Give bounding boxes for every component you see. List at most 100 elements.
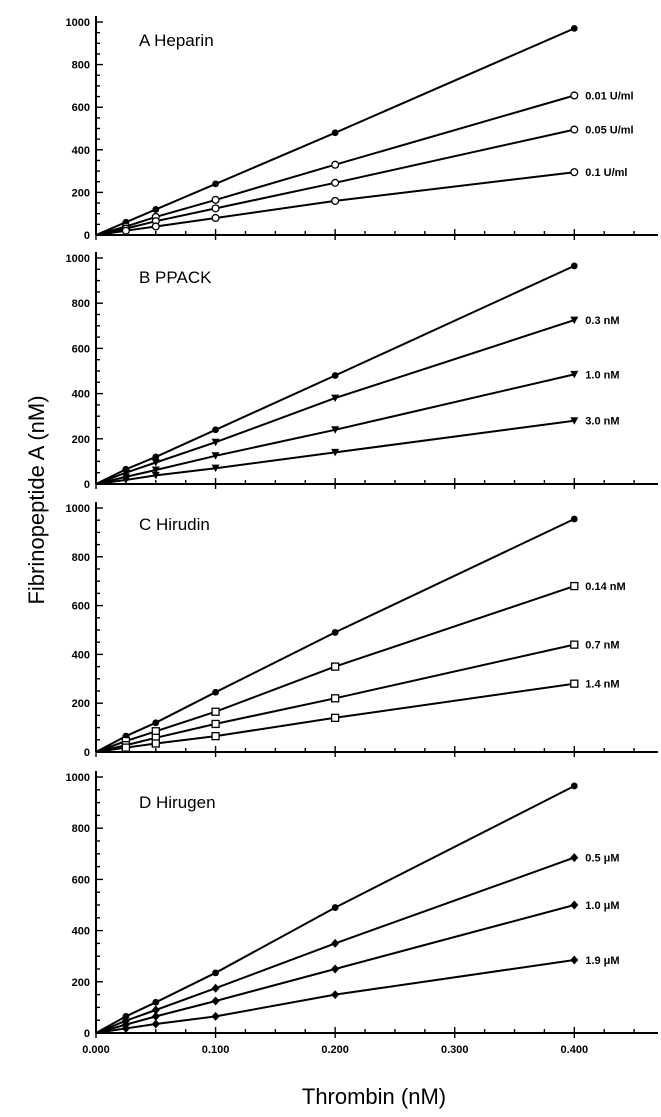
y-tick-label: 600 (72, 102, 90, 114)
data-point (151, 1011, 160, 1021)
panel-d: 0 200 400 600 800 1000 0.000 0.100 0.200 0.300 0.4… (66, 771, 658, 1056)
data-point (330, 662, 340, 671)
data-point (331, 178, 340, 187)
data-point (570, 24, 578, 32)
series-line (95, 264, 575, 485)
series-label: 1.0 μM (585, 900, 619, 912)
series-label: 0.5 μM (585, 853, 619, 865)
data-point (330, 713, 340, 722)
data-point (212, 180, 219, 188)
data-point (331, 160, 340, 169)
x-axis-title: Thrombin (nM) (302, 1084, 446, 1109)
series-line (95, 682, 575, 753)
panel-title: C Hirudin (139, 515, 210, 534)
series-line (95, 27, 575, 236)
panel-c: 0 200 400 600 800 1000 C Hirudin 0.14 nM 0.7 nM 1… (66, 502, 658, 759)
series-label: 0.1 U/ml (585, 167, 627, 179)
data-point (151, 471, 160, 480)
data-point (152, 998, 160, 1006)
y-tick-label: 800 (72, 552, 90, 564)
x-tick-label: 0.100 (202, 1044, 230, 1056)
data-point (152, 453, 160, 461)
data-point (211, 1011, 220, 1021)
series-label: 1.9 μM (585, 955, 619, 967)
panel-title: D Hirugen (139, 793, 216, 812)
series-line (95, 643, 575, 753)
data-point (211, 213, 220, 223)
series-label: 0.01 U/ml (585, 90, 633, 102)
x-tick-label: 0.200 (321, 1044, 349, 1056)
series-line (95, 585, 575, 753)
y-tick-label: 200 (72, 434, 90, 446)
data-point (331, 129, 339, 137)
series-label: 1.0 nM (585, 369, 619, 381)
data-point (331, 372, 339, 379)
data-point (151, 1005, 160, 1015)
panel-title: B PPACK (139, 268, 212, 287)
data-point (151, 466, 160, 474)
data-point (211, 438, 220, 447)
data-point (121, 476, 130, 484)
y-tick-label: 400 (72, 145, 90, 157)
data-point (331, 904, 339, 911)
y-tick-label: 0 (84, 479, 90, 491)
data-point (121, 469, 130, 477)
series-line (95, 785, 575, 1034)
data-point (570, 417, 579, 425)
series-label: 3.0 nM (585, 416, 619, 428)
series-line (95, 419, 575, 485)
x-tick-label: 0.300 (441, 1044, 469, 1056)
data-point (570, 370, 579, 379)
data-point (331, 964, 340, 974)
data-point (331, 196, 340, 205)
y-tick-label: 200 (72, 977, 90, 989)
data-point (211, 707, 220, 716)
series-label: 0.14 nM (585, 581, 625, 593)
data-point (121, 743, 131, 752)
y-tick-label: 1000 (66, 503, 90, 515)
data-point (212, 426, 219, 434)
data-point (570, 515, 578, 523)
y-tick-label: 1000 (66, 772, 90, 784)
data-point (570, 782, 578, 790)
y-tick-label: 1000 (66, 17, 90, 29)
y-tick-label: 600 (72, 343, 90, 355)
series-label: 0.7 nM (585, 640, 619, 652)
data-point (570, 316, 579, 325)
panel-title: A Heparin (139, 31, 214, 50)
series-label: 0.05 U/ml (585, 125, 633, 137)
series-line (95, 319, 575, 485)
series-line (95, 128, 575, 236)
series-line (95, 518, 575, 753)
data-point (570, 91, 579, 100)
y-tick-label: 600 (72, 874, 90, 886)
series-line (95, 904, 575, 1034)
y-axis-title: Fibrinopeptide A (nM) (24, 395, 49, 604)
data-point (570, 900, 579, 910)
series-line (95, 856, 575, 1034)
y-tick-label: 0 (84, 1028, 90, 1040)
data-point (570, 262, 578, 270)
series-label: 0.3 nM (585, 315, 619, 327)
data-point (211, 464, 220, 473)
data-point (151, 739, 160, 748)
y-tick-label: 0 (84, 230, 90, 242)
data-point (570, 679, 579, 688)
data-point (152, 206, 160, 213)
data-point (151, 459, 160, 467)
data-point (151, 1019, 160, 1029)
series-line (95, 94, 575, 236)
y-tick-label: 600 (72, 601, 90, 613)
y-tick-label: 200 (72, 698, 90, 710)
data-point (331, 394, 340, 403)
y-tick-label: 400 (72, 926, 90, 938)
data-point (570, 125, 579, 134)
data-point (152, 719, 160, 727)
data-point (331, 990, 340, 1000)
data-point (331, 426, 340, 434)
data-point (211, 983, 220, 993)
data-point (211, 731, 220, 741)
series-line (95, 959, 575, 1034)
